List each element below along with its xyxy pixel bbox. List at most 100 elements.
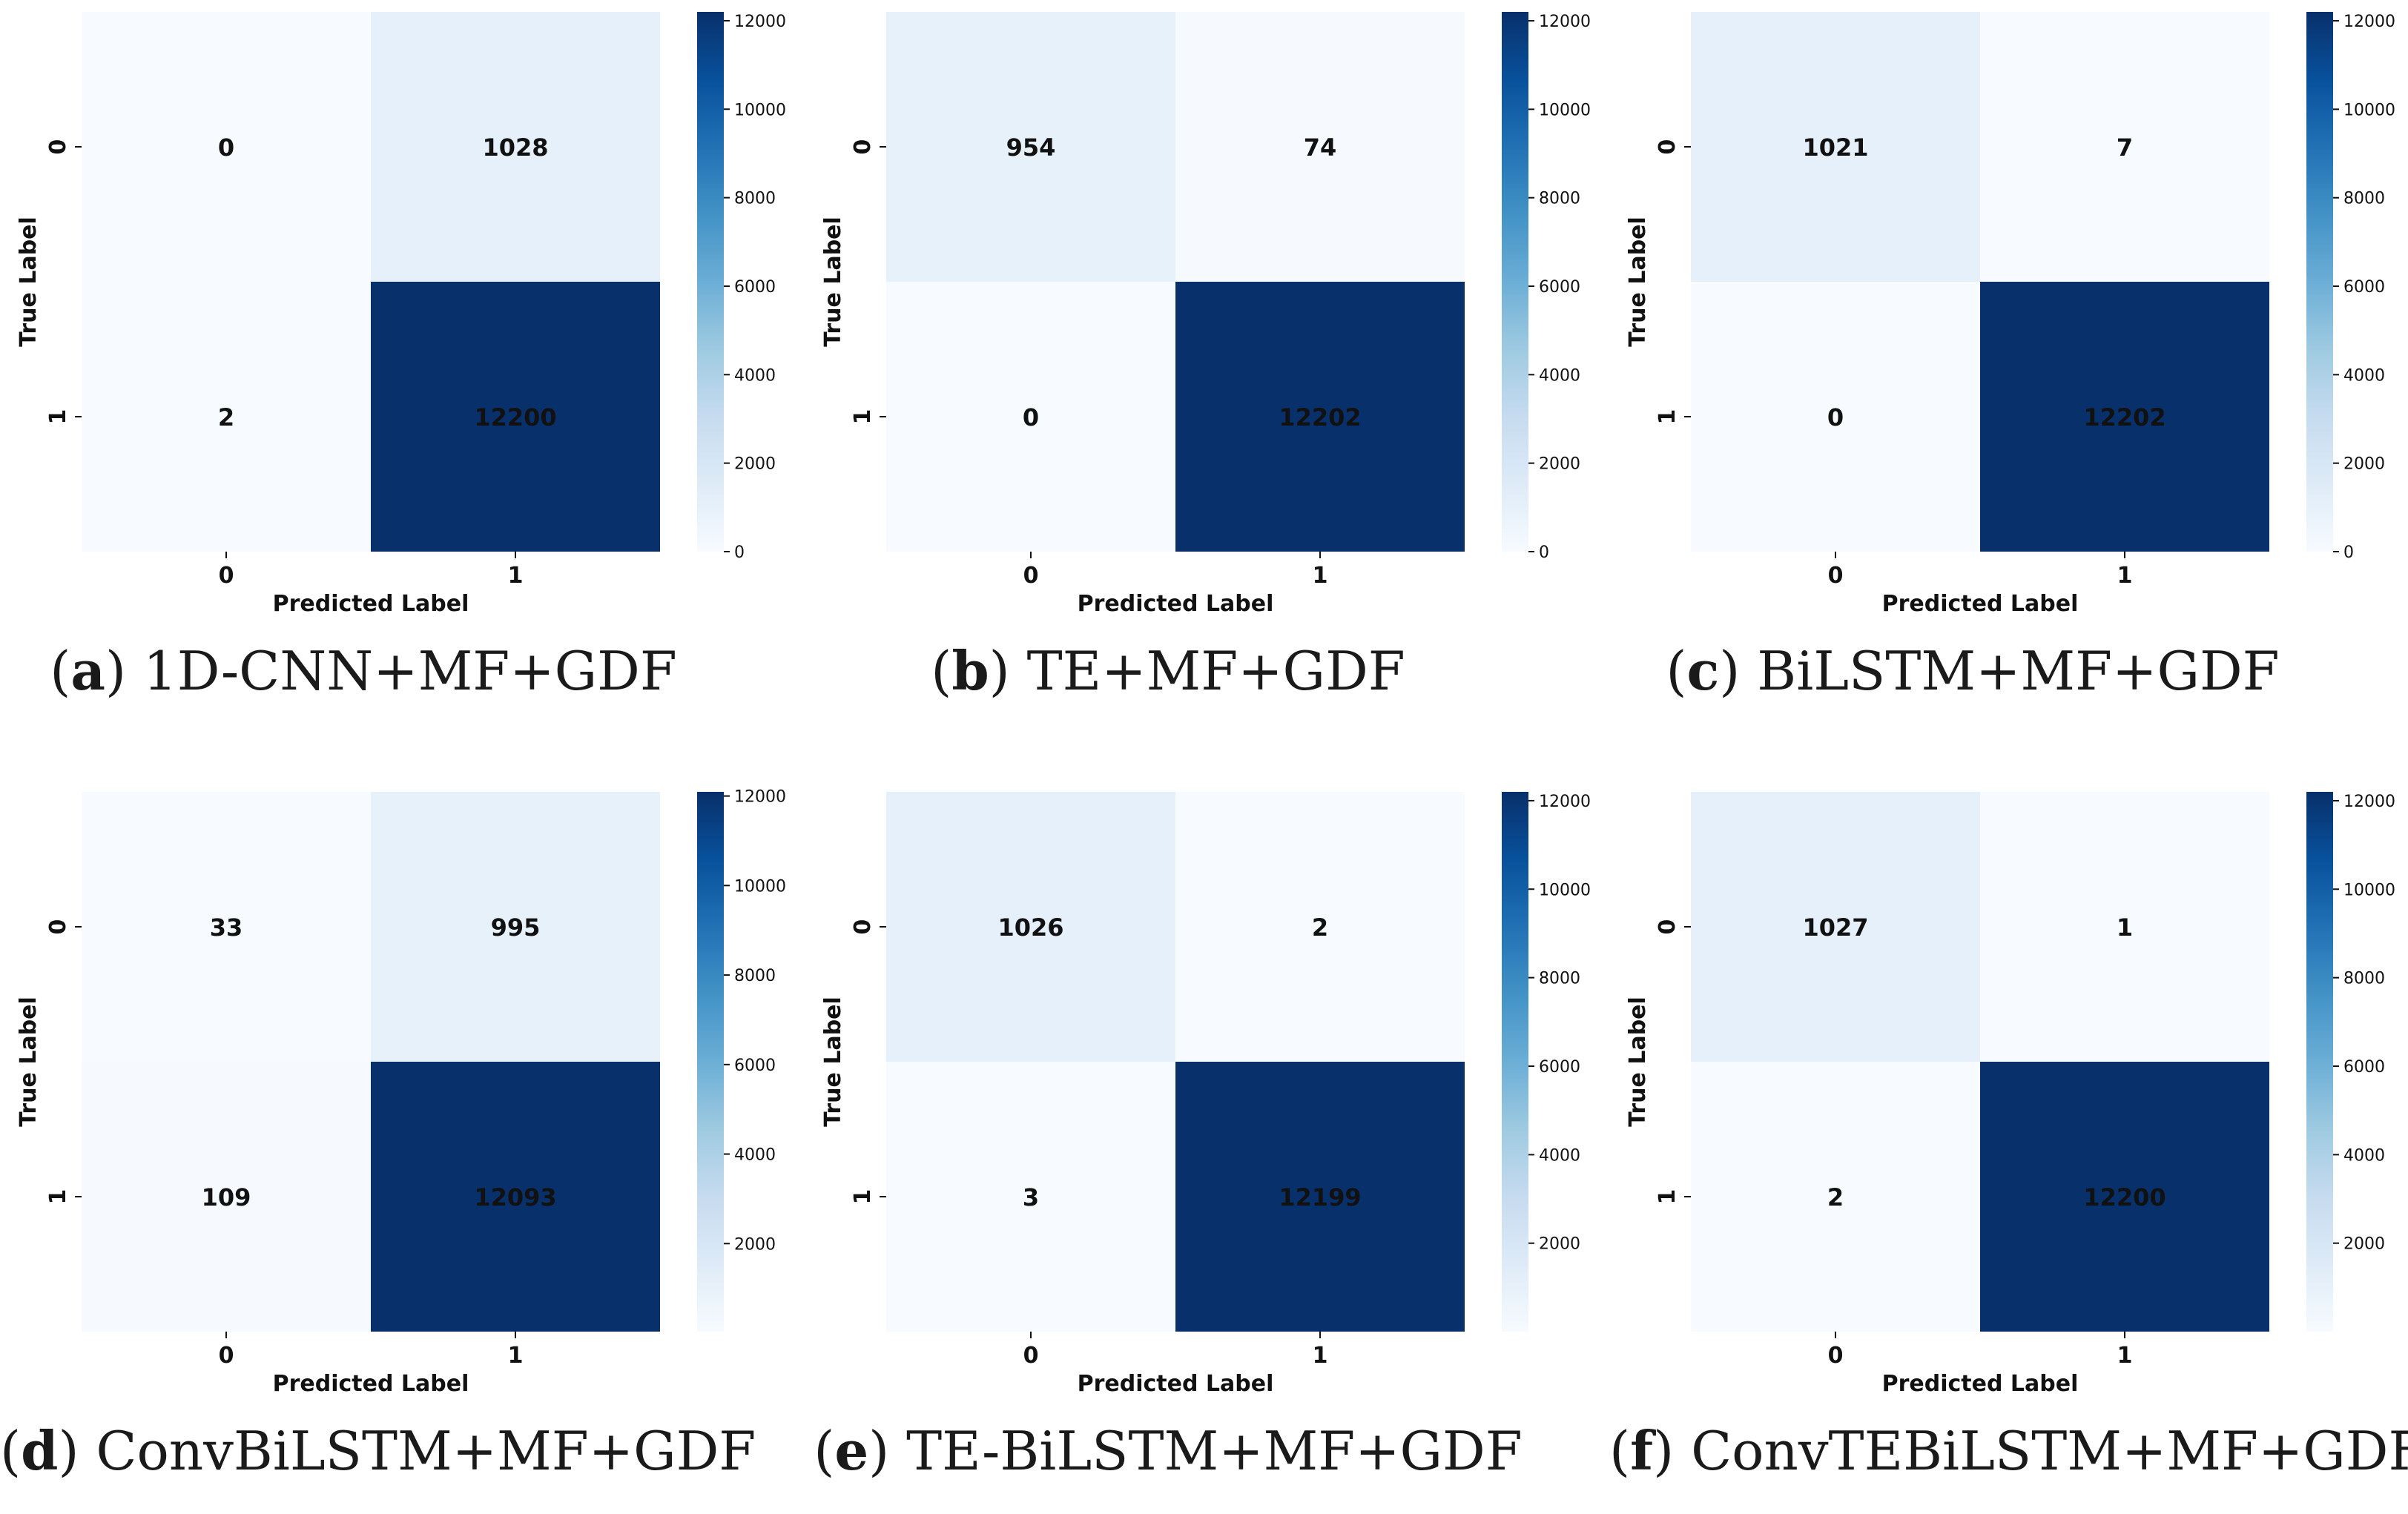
heatmap-cell-1-0 [886, 1062, 1175, 1332]
caption-title: 1D-CNN+MF+GDF [142, 640, 677, 702]
colorbar-tick-label: 0 [734, 543, 745, 562]
y-tick-label: 0 [45, 919, 71, 935]
caption-e: (e) TE-BiLSTM+MF+GDF [814, 1419, 1523, 1482]
y-axis-label: True Label [1625, 216, 1651, 347]
caption-title: BiLSTM+MF+GDF [1757, 640, 2280, 702]
cell-value-0-0: 0 [218, 133, 234, 162]
colorbar-tick-label: 2000 [2343, 1235, 2385, 1254]
colorbar-tick-label: 6000 [1539, 1058, 1580, 1077]
y-tick-label: 1 [850, 409, 876, 425]
y-axis-label: True Label [1625, 996, 1651, 1127]
heatmap-d: 33 995 109 12093 0 1 Predicted Label 0 1 True Lab… [16, 788, 786, 1397]
caption-letter: d [21, 1419, 59, 1482]
cell-value-0-0: 33 [210, 913, 243, 942]
cell-value-0-1: 7 [2117, 133, 2133, 162]
cell-value-0-0: 1026 [997, 913, 1063, 942]
heatmap-cell-1-1 [1980, 282, 2269, 552]
x-tick-label: 0 [219, 563, 234, 589]
cell-value-1-0: 3 [1023, 1183, 1039, 1211]
y-axis-label: True Label [16, 216, 42, 347]
caption-f: (f) ConvTEBiLSTM+MF+GDF [1609, 1419, 2408, 1482]
colorbar-tick-label: 4000 [1539, 366, 1580, 385]
heatmap-cell-0-0 [886, 12, 1175, 282]
cell-value-1-1: 12199 [1279, 1183, 1361, 1211]
x-axis-label: Predicted Label [1882, 1371, 2079, 1397]
heatmap-cell-0-0 [1691, 12, 1980, 282]
colorbar [697, 12, 724, 552]
x-axis-label: Predicted Label [273, 1371, 469, 1397]
caption-title: TE-BiLSTM+MF+GDF [906, 1420, 1523, 1482]
y-axis-label: True Label [820, 216, 846, 347]
caption-title: TE+MF+GDF [1026, 640, 1405, 702]
cell-value-0-1: 1028 [482, 133, 548, 162]
x-tick-label: 1 [2117, 1343, 2133, 1369]
heatmap-cell-0-1 [1175, 12, 1465, 282]
caption-letter: e [834, 1419, 869, 1482]
heatmap-cell-1-1 [1175, 282, 1465, 552]
y-tick-label: 0 [1655, 919, 1680, 935]
x-axis-label: Predicted Label [273, 591, 469, 617]
heatmap-cell-1-0 [82, 1062, 371, 1332]
colorbar-tick-label: 4000 [734, 366, 776, 385]
colorbar-tick-label: 12000 [2343, 13, 2395, 31]
colorbar-tick-label: 6000 [2343, 1058, 2385, 1077]
x-tick-label: 0 [1828, 563, 1844, 589]
heatmap-cell-0-0 [82, 12, 371, 282]
x-tick-label: 0 [1023, 563, 1039, 589]
y-tick-label: 1 [1655, 1189, 1680, 1205]
colorbar-tick-label: 8000 [2343, 190, 2385, 208]
cell-value-1-1: 12200 [474, 403, 556, 432]
x-tick-label: 1 [508, 563, 524, 589]
colorbar-tick-label: 12000 [734, 788, 786, 807]
y-tick-label: 0 [850, 919, 876, 935]
x-axis-label: Predicted Label [1078, 1371, 1274, 1397]
heatmap-cell-0-0 [82, 792, 371, 1062]
heatmap-c: 1021 7 0 12202 0 1 Predicted Label 0 1 True Label… [1625, 12, 2395, 617]
cell-value-0-1: 995 [491, 913, 541, 942]
x-tick-label: 1 [1313, 563, 1328, 589]
colorbar-tick-label: 10000 [734, 101, 786, 119]
caption-d: (d) ConvBiLSTM+MF+GDF [0, 1419, 756, 1482]
colorbar-tick-label: 0 [1539, 543, 1549, 562]
x-axis-label: Predicted Label [1882, 591, 2079, 617]
colorbar [697, 792, 724, 1332]
heatmap-cell-1-0 [886, 282, 1175, 552]
colorbar-tick-label: 2000 [1539, 1235, 1580, 1254]
x-tick-label: 0 [1828, 1343, 1844, 1369]
cell-value-1-0: 109 [202, 1183, 251, 1211]
heatmap-cell-0-1 [371, 12, 660, 282]
cell-value-1-1: 12202 [1279, 403, 1361, 432]
y-axis-label: True Label [16, 996, 42, 1127]
colorbar-tick-label: 10000 [1539, 881, 1591, 899]
heatmap-cell-1-1 [1980, 1062, 2269, 1332]
colorbar-tick-label: 8000 [734, 190, 776, 208]
caption-title: ConvBiLSTM+MF+GDF [96, 1420, 756, 1482]
colorbar-tick-label: 12000 [1539, 13, 1591, 31]
colorbar-tick-label: 8000 [734, 967, 776, 985]
colorbar-tick-label: 10000 [1539, 101, 1591, 119]
colorbar-tick-label: 2000 [1539, 455, 1580, 474]
x-tick-label: 1 [508, 1343, 524, 1369]
colorbar-tick-label: 12000 [2343, 793, 2395, 811]
heatmap-cell-1-0 [1691, 1062, 1980, 1332]
colorbar-tick-label: 8000 [1539, 970, 1580, 988]
cell-value-1-0: 0 [1827, 403, 1844, 432]
x-tick-label: 1 [2117, 563, 2133, 589]
y-tick-label: 1 [45, 1189, 71, 1205]
colorbar-tick-label: 10000 [2343, 881, 2395, 899]
cell-value-1-0: 0 [1023, 403, 1039, 432]
colorbar-tick-label: 6000 [734, 1057, 776, 1075]
y-tick-label: 1 [1655, 409, 1680, 425]
y-tick-label: 0 [45, 139, 71, 155]
x-axis-label: Predicted Label [1078, 591, 1274, 617]
x-tick-label: 1 [1313, 1343, 1328, 1369]
colorbar-tick-label: 8000 [1539, 190, 1580, 208]
colorbar-tick-label: 6000 [734, 278, 776, 297]
colorbar-tick-label: 4000 [1539, 1146, 1580, 1165]
caption-b: (b) TE+MF+GDF [931, 639, 1405, 702]
heatmap-cell-0-0 [1691, 792, 1980, 1062]
heatmap-f: 1027 1 2 12200 0 1 Predicted Label 0 1 True Label… [1625, 792, 2395, 1397]
colorbar-tick-label: 4000 [734, 1146, 776, 1165]
y-tick-label: 1 [850, 1189, 876, 1205]
